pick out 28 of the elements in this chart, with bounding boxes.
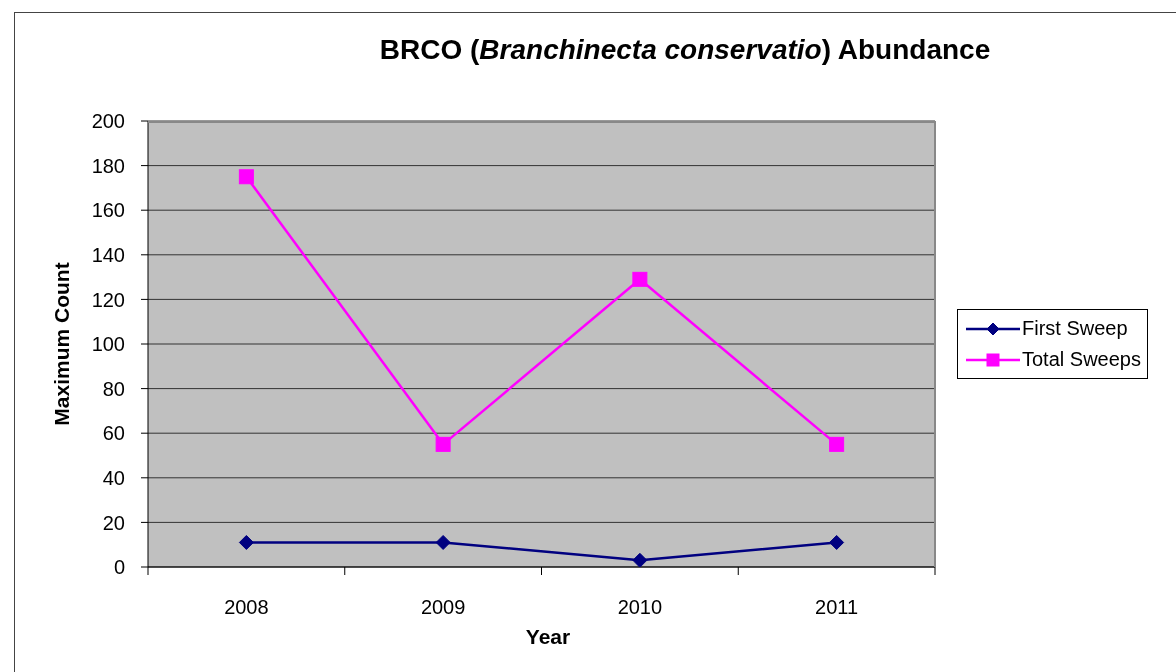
point	[238, 169, 254, 185]
chart-title: BRCO (Branchinecta conservatio) Abundance	[379, 34, 991, 66]
legend-label: First Sweep	[1022, 317, 1128, 340]
x-tick-label: 2010	[617, 596, 663, 618]
point	[435, 534, 451, 550]
y-tick-label: 100	[91, 333, 125, 356]
x-tick-label: 2011	[815, 596, 859, 618]
legend-label: Total Sweeps	[1022, 348, 1141, 371]
y-tick-label: 60	[102, 422, 125, 445]
point	[632, 552, 648, 567]
y-tick-label: 20	[102, 511, 125, 534]
y-tick-label: 160	[91, 199, 125, 222]
y-tick-label: 180	[91, 154, 125, 177]
y-tick-label: 200	[91, 110, 125, 133]
point	[632, 271, 648, 287]
y-tick-label: 80	[102, 377, 125, 400]
x-tick-label: 2008	[224, 596, 269, 618]
y-tick-label: 140	[91, 243, 125, 266]
point	[829, 436, 845, 452]
x-axis-title: Year	[525, 625, 571, 649]
x-tick-label: 2009	[420, 596, 466, 618]
y-tick-label: 120	[91, 288, 125, 311]
y-tick-label: 40	[102, 466, 125, 489]
point	[435, 436, 451, 452]
point	[829, 534, 845, 550]
point	[238, 534, 254, 550]
y-tick-label: 0	[113, 556, 125, 579]
y-axis-title: Maximum Count	[50, 262, 74, 426]
